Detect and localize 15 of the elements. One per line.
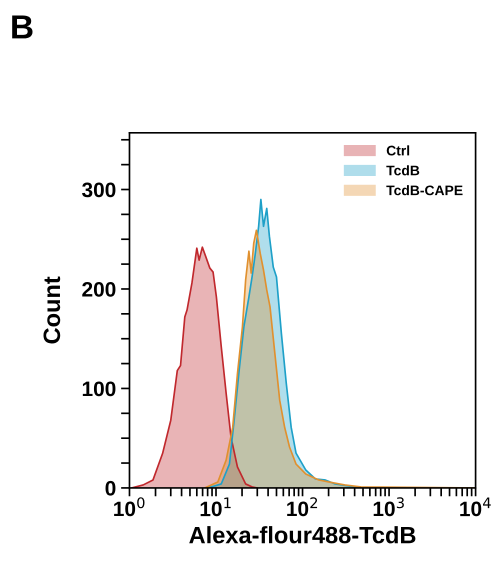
x-tick-label: 10$^{2}$ xyxy=(287,497,318,516)
x-tick-label: 10$^{1}$ xyxy=(200,497,231,516)
y-axis-title: Count xyxy=(43,276,60,344)
y-tick-label: 200 xyxy=(82,282,116,297)
x-axis-title: Alexa-flour488-TcdB xyxy=(189,526,416,544)
legend-label: Ctrl xyxy=(386,145,410,156)
legend-label: TcdB xyxy=(386,165,420,176)
y-tick-label: 300 xyxy=(82,182,116,198)
legend-label: TcdB-CAPE xyxy=(386,185,463,196)
text: B xyxy=(12,15,33,38)
y-tick-label: 0 xyxy=(106,480,116,496)
x-tick-label: 10$^{3}$ xyxy=(374,497,404,516)
x-tick-label: 10$^{4}$ xyxy=(460,497,491,516)
y-tick-label: 100 xyxy=(82,381,116,396)
x-tick-label: 10$^{0}$ xyxy=(114,497,144,516)
